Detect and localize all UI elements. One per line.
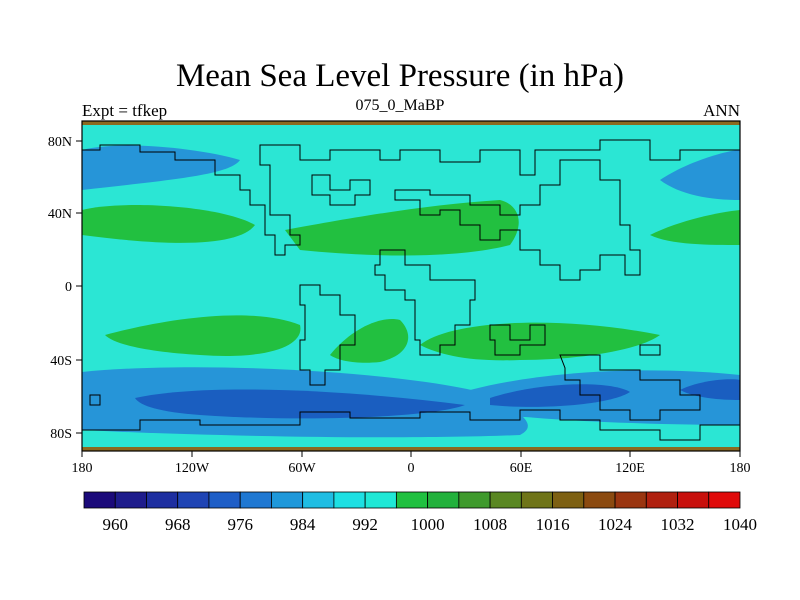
colorbar-label: 984 — [290, 515, 316, 534]
colorbar-label: 1032 — [661, 515, 695, 534]
polar-strip-south — [82, 447, 740, 451]
colorbar-swatch — [114, 491, 147, 509]
y-tick-labels: 80N 40N 0 40S 80S — [48, 135, 72, 442]
page-title: Mean Sea Level Pressure (in hPa) — [175, 58, 625, 94]
colorbar-swatch — [520, 491, 553, 509]
x-tick-label: 0 — [408, 461, 415, 476]
y-tick-label: 40N — [48, 207, 72, 222]
low-north-east — [660, 150, 740, 200]
colorbar-swatch — [708, 491, 741, 509]
colorbar-swatch — [489, 491, 522, 509]
colorbar-swatch — [302, 491, 335, 509]
x-tick-label: 60E — [510, 461, 533, 476]
x-tick-label: 180 — [72, 461, 93, 476]
x-tick-label: 60W — [288, 461, 316, 476]
high-south-indian — [420, 322, 660, 361]
colorbar-label: 960 — [102, 515, 128, 534]
period-label: 075_0_MaBP — [355, 97, 445, 114]
axis-ticks — [76, 140, 741, 457]
colorbar-swatch — [427, 491, 460, 509]
y-tick-label: 80N — [48, 135, 72, 150]
colorbar-swatch — [583, 491, 616, 509]
colorbar-label: 1008 — [473, 515, 507, 534]
colorbar-label: 1040 — [723, 515, 757, 534]
colorbar-label: 992 — [352, 515, 378, 534]
x-tick-labels: 180 120W 60W 0 60E 120E 180 — [72, 461, 751, 476]
y-tick-label: 0 — [65, 280, 72, 295]
colorbar-swatch — [552, 491, 585, 509]
colorbar-swatch — [177, 491, 210, 509]
colorbar-label: 968 — [165, 515, 191, 534]
colorbar-label: 1016 — [536, 515, 570, 534]
colorbar-label: 1000 — [411, 515, 445, 534]
x-tick-label: 180 — [730, 461, 751, 476]
colorbar-swatch — [677, 491, 710, 509]
high-north-pacific — [82, 205, 255, 243]
high-north-west-pacific — [650, 210, 740, 245]
low-deep-south-west — [135, 389, 465, 419]
colorbar-swatch — [83, 491, 116, 509]
colorbar-swatch — [395, 491, 429, 509]
x-tick-label: 120E — [615, 461, 645, 476]
colorbar-swatch — [458, 491, 491, 509]
x-tick-label: 120W — [175, 461, 210, 476]
colorbar-swatch — [333, 491, 366, 509]
pressure-field — [82, 121, 740, 451]
colorbar-swatch — [364, 491, 397, 509]
colorbar-swatch — [146, 491, 179, 509]
colorbar-swatch — [271, 491, 304, 509]
colorbar-swatch — [239, 491, 272, 509]
colorbar-label: 1024 — [598, 515, 633, 534]
low-deep-south-east — [490, 384, 630, 407]
high-south-pacific — [105, 315, 301, 356]
high-south-atlantic — [330, 319, 409, 363]
low-north-pacific — [82, 145, 240, 190]
season-label: ANN — [703, 101, 740, 120]
colorbar-swatch — [614, 491, 647, 509]
colorbar — [83, 491, 741, 509]
y-tick-label: 80S — [50, 427, 72, 442]
experiment-label: Expt = tfkep — [82, 101, 168, 120]
coastlines — [82, 139, 740, 441]
colorbar-swatch — [645, 491, 678, 509]
polar-strip-north — [82, 121, 740, 125]
colorbar-swatch — [208, 491, 241, 509]
y-tick-label: 40S — [50, 354, 72, 369]
colorbar-label: 976 — [227, 515, 253, 534]
colorbar-labels: 960 968 976 984 992 1000 1008 1016 1024 1032 1040 — [102, 515, 757, 534]
